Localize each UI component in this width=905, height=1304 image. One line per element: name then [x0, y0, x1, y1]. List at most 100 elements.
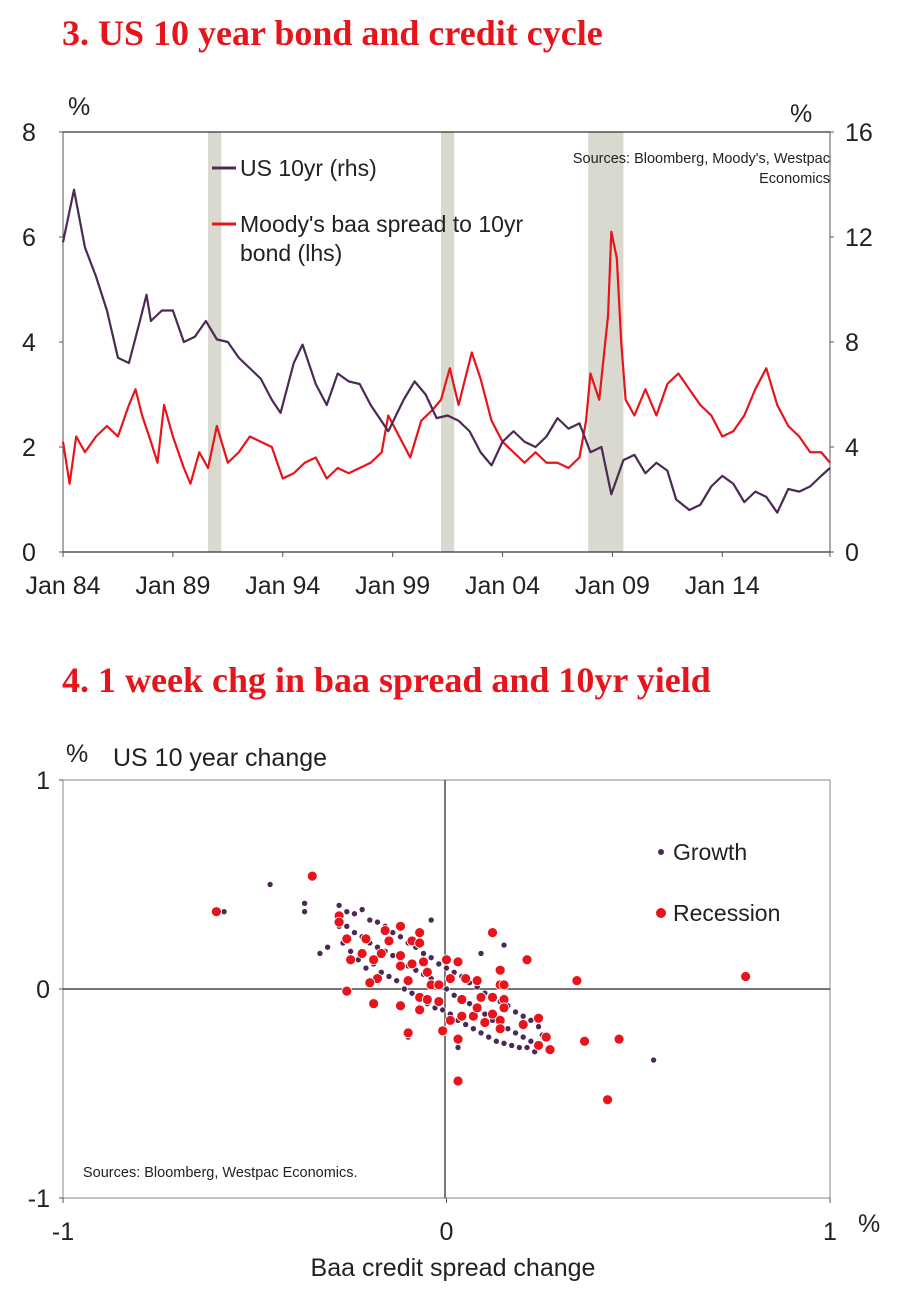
growth-point — [450, 991, 458, 999]
recession-shade — [208, 132, 222, 552]
recession-point — [395, 950, 406, 961]
growth-point — [462, 1021, 469, 1028]
growth-point — [439, 1006, 446, 1014]
growth-point — [324, 943, 331, 951]
recession-point — [433, 996, 445, 1007]
right-y-tick-label: 8 — [845, 329, 859, 357]
growth-point — [389, 929, 397, 936]
recession-point — [414, 937, 426, 949]
growth-point — [523, 1044, 531, 1051]
growth-point — [516, 1044, 523, 1051]
growth-point — [401, 985, 408, 993]
recession-point — [402, 1027, 414, 1039]
recession-point — [421, 994, 433, 1005]
chart1-source-line2: Economics — [759, 171, 830, 187]
recession-point — [341, 985, 353, 997]
growth-point — [316, 950, 324, 957]
recession-point — [471, 1002, 483, 1014]
chart2-x-unit: % — [858, 1210, 880, 1238]
growth-point — [519, 1012, 527, 1020]
recession-point — [479, 1017, 491, 1028]
chart2-y-label: US 10 year change — [113, 744, 327, 772]
x-tick-label: -1 — [52, 1218, 74, 1246]
growth-point — [347, 948, 354, 955]
growth-point — [301, 908, 308, 915]
x-tick-label: Jan 04 — [465, 572, 540, 600]
chart1-right-unit: % — [790, 100, 812, 128]
recession-point — [395, 960, 406, 972]
x-tick-label: 1 — [823, 1218, 837, 1246]
growth-point — [427, 954, 435, 961]
left-y-tick-label: 8 — [22, 119, 36, 147]
right-y-tick-label: 16 — [845, 119, 873, 147]
growth-point — [500, 941, 508, 949]
recession-point — [356, 948, 368, 959]
recession-shade — [441, 132, 455, 552]
growth-point — [477, 1029, 485, 1037]
recession-point — [414, 927, 426, 938]
recession-point — [210, 906, 222, 918]
recession-point — [517, 1019, 529, 1030]
growth-point — [512, 1029, 519, 1037]
right-y-tick-label: 12 — [845, 224, 873, 252]
recession-point — [579, 1035, 590, 1047]
legend-baa-label-line1: Moody's baa spread to 10yr — [240, 211, 523, 237]
y-tick-label: -1 — [28, 1185, 50, 1213]
recession-point — [379, 925, 391, 936]
recession-point — [402, 975, 414, 987]
recession-point — [613, 1033, 625, 1045]
chart2-x-label: Baa credit spread change — [311, 1254, 596, 1282]
growth-point — [527, 1037, 535, 1045]
growth-point — [512, 1008, 519, 1016]
chart-weekly-change-scatter: 4. 1 week chg in baa spread and 10yr yie… — [28, 660, 880, 1282]
growth-point — [427, 916, 435, 924]
recession-point — [460, 973, 472, 984]
growth-point — [477, 950, 485, 957]
recession-point — [571, 975, 583, 987]
recession-point — [421, 966, 433, 978]
recession-point — [740, 971, 752, 982]
legend-growth-label: Growth — [673, 839, 747, 865]
left-y-tick-label: 4 — [22, 329, 36, 357]
recession-point — [533, 1040, 544, 1051]
left-y-tick-label: 6 — [22, 224, 36, 252]
growth-point — [408, 989, 416, 997]
growth-point — [351, 929, 358, 936]
recession-point — [540, 1031, 552, 1043]
recession-point — [395, 920, 406, 932]
legend-baa-label-line2: bond (lhs) — [240, 240, 342, 266]
recession-point — [414, 1004, 426, 1016]
recession-point — [306, 870, 318, 882]
x-tick-label: 0 — [440, 1218, 454, 1246]
recession-point — [441, 954, 452, 966]
recession-point — [444, 1014, 456, 1026]
x-tick-label: Jan 94 — [245, 572, 320, 600]
recession-point — [533, 1012, 544, 1024]
chart1-title: 3. US 10 year bond and credit cycle — [62, 13, 603, 53]
recession-point — [456, 1010, 468, 1022]
chart1-left-unit: % — [68, 93, 90, 121]
growth-point — [385, 973, 393, 980]
y-tick-label: 0 — [36, 976, 50, 1004]
recession-point — [383, 935, 395, 947]
recession-point — [360, 933, 372, 945]
legend-growth-marker — [658, 849, 664, 855]
growth-point — [508, 1042, 515, 1049]
recession-point — [471, 975, 483, 987]
recession-point — [418, 956, 429, 968]
recession-point — [452, 956, 464, 968]
chart2-y-unit: % — [66, 740, 88, 768]
growth-point — [443, 985, 450, 993]
growth-point — [443, 964, 450, 972]
baa-spread-line — [61, 230, 831, 485]
growth-point — [358, 906, 366, 913]
recession-point — [433, 979, 445, 991]
recession-point — [494, 964, 506, 976]
recession-point — [452, 1075, 464, 1087]
recession-point — [498, 1002, 510, 1014]
recession-point — [494, 1023, 506, 1035]
growth-point — [466, 1000, 473, 1007]
growth-point — [481, 1010, 489, 1018]
chart2-source: Sources: Bloomberg, Westpac Economics. — [83, 1165, 358, 1181]
growth-point — [500, 1040, 508, 1047]
